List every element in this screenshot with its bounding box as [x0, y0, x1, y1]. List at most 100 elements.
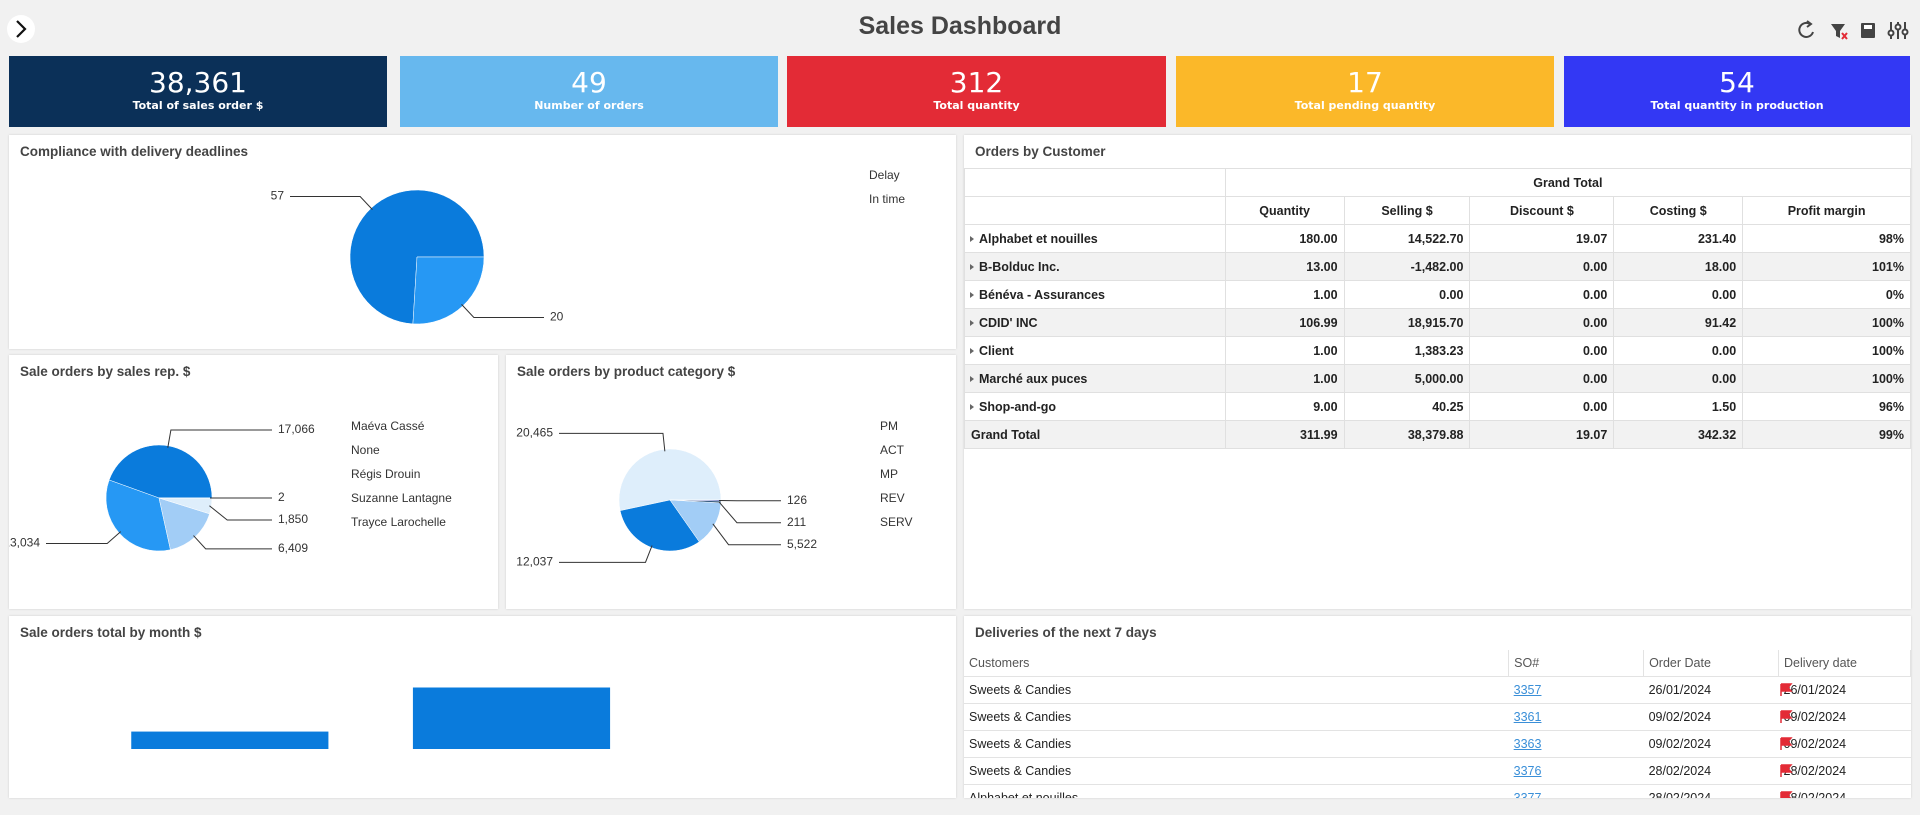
row-header[interactable]: Marché aux puces — [964, 364, 1226, 393]
save-icon[interactable] — [1861, 23, 1875, 38]
so-link[interactable]: 3363 — [1513, 737, 1542, 751]
cell: Sweets & Candies — [964, 757, 1509, 785]
data-label: 126 — [787, 493, 807, 507]
cell-text: 26/01/2024 — [1648, 683, 1712, 697]
cell: 0.00 — [1469, 364, 1615, 393]
cell: 0.00 — [1613, 336, 1744, 365]
so-link[interactable]: 3377 — [1513, 791, 1542, 798]
settings-icon[interactable] — [1887, 22, 1909, 39]
flag-shape — [1779, 683, 1793, 696]
table-row[interactable]: Client 1.00 1,383.23 0.00 0.00 100% — [964, 336, 1911, 365]
cell: Sweets & Candies — [964, 703, 1509, 731]
kpi-value: 38,361 — [149, 66, 247, 99]
legend-label: MP — [880, 467, 898, 481]
flag-shape — [1779, 710, 1793, 723]
cell: 3357 — [1508, 676, 1644, 704]
cell: 18,915.70 — [1343, 308, 1471, 337]
data-label: 2 — [278, 490, 285, 504]
panel-title: Sale orders total by month $ — [20, 625, 202, 640]
panel: Sale orders by sales rep. $ 17,066 13,034… — [9, 355, 498, 609]
cell: 98% — [1742, 224, 1911, 253]
cell-text: Sweets & Candies — [969, 710, 1072, 724]
cell: Sweets & Candies — [964, 730, 1509, 758]
panel-title: Sale orders by sales rep. $ — [20, 364, 191, 379]
table-row[interactable]: Marché aux puces 1.00 5,000.00 0.00 0.00 100% — [964, 364, 1911, 393]
row-header[interactable]: Shop-and-go — [964, 392, 1226, 421]
cell: 19.07 — [1469, 420, 1615, 449]
column-header[interactable]: SO# — [1508, 650, 1645, 677]
cell: 100% — [1742, 308, 1911, 337]
table-row[interactable]: CDID' INC 106.99 18,915.70 0.00 91.42 100% — [964, 308, 1911, 337]
cell: 28/02/2024 — [1643, 784, 1779, 798]
panel: Orders by Customer Grand Total Quantity Se… — [964, 135, 1911, 609]
row-header: Grand Total — [964, 420, 1226, 449]
panel-title: Orders by Customer — [975, 144, 1106, 159]
row-header[interactable]: B-Bolduc Inc. — [964, 252, 1226, 281]
chart: 17,066 13,034 6,409 1,850 2 Maéva Cassé None Ré… — [9, 419, 452, 555]
data-label: 20,465 — [516, 426, 553, 440]
refresh-icon[interactable] — [1798, 20, 1814, 38]
cell: 09/02/2024 — [1778, 730, 1911, 758]
header-cell — [964, 168, 1226, 197]
data-label: 17,066 — [278, 422, 315, 436]
so-link[interactable]: 3361 — [1513, 710, 1542, 724]
kpi-label: Total of sales order $ — [132, 99, 264, 112]
column-header: Profit margin — [1742, 196, 1911, 225]
leader-line — [46, 531, 122, 545]
dashboard-title: Sales Dashboard — [858, 12, 1062, 40]
column-header: Discount $ — [1469, 196, 1615, 225]
panel: Compliance with delivery deadlines 57 20 D… — [9, 135, 956, 349]
data-label: 20 — [550, 310, 564, 324]
flag-shape — [1779, 791, 1793, 798]
cell-text: 09/02/2024 — [1783, 737, 1847, 751]
sidebar-toggle[interactable] — [6, 14, 36, 44]
row-header[interactable]: Bénéva - Assurances — [964, 280, 1226, 309]
legend-label: SERV — [880, 515, 912, 529]
row-header[interactable]: Alphabet et nouilles — [964, 224, 1226, 253]
table-row: Sweets & Candies 3361 09/02/2024 09/02/2024 — [964, 703, 1911, 731]
cell: 09/02/2024 — [1778, 703, 1911, 731]
cell: Alphabet et nouilles — [964, 784, 1509, 798]
flag-icon — [1779, 710, 1793, 723]
column-header[interactable]: Delivery date — [1778, 650, 1911, 677]
pie-slice — [412, 256, 485, 325]
kpi-label: Number of orders — [534, 99, 644, 112]
cell-text: 28/02/2024 — [1648, 764, 1712, 778]
cell: 0.00 — [1469, 280, 1615, 309]
table-row[interactable]: Shop-and-go 9.00 40.25 0.00 1.50 96% — [964, 392, 1911, 421]
leader-line — [193, 535, 272, 550]
legend-label: REV — [880, 491, 905, 505]
flag-icon — [1779, 683, 1793, 696]
column-header[interactable]: Order Date — [1643, 650, 1780, 677]
column-header[interactable]: Customers — [964, 650, 1510, 677]
data-label: 1,850 — [278, 512, 308, 526]
kpi-value: 312 — [949, 66, 1004, 99]
data-label: 57 — [271, 189, 285, 203]
so-link[interactable]: 3376 — [1513, 764, 1542, 778]
bar — [412, 687, 611, 749]
leader-line — [559, 545, 653, 563]
cell-text: 26/01/2024 — [1783, 683, 1847, 697]
leader-line — [167, 429, 272, 448]
flag-icon — [1779, 737, 1793, 750]
cell-text: 09/02/2024 — [1648, 710, 1712, 724]
row-header[interactable]: Client — [964, 336, 1226, 365]
leader-line — [712, 523, 781, 546]
cell: 3363 — [1508, 730, 1644, 758]
table-row[interactable]: Alphabet et nouilles 180.00 14,522.70 19.07… — [964, 224, 1911, 253]
cell: 38,379.88 — [1343, 420, 1471, 449]
cell: 14,522.70 — [1343, 224, 1471, 253]
row-header[interactable]: CDID' INC — [964, 308, 1226, 337]
so-link[interactable]: 3357 — [1513, 683, 1542, 697]
data-label: 211 — [787, 515, 806, 529]
cell: 5,000.00 — [1343, 364, 1471, 393]
cell: 9.00 — [1224, 392, 1345, 421]
cell-text: Alphabet et nouilles — [969, 791, 1079, 798]
leader-line — [559, 432, 666, 452]
clear-filter-icon[interactable] — [1831, 24, 1848, 40]
table-row[interactable]: Bénéva - Assurances 1.00 0.00 0.00 0.00 0% — [964, 280, 1911, 309]
cell: 311.99 — [1224, 420, 1345, 449]
legend-label: PM — [880, 419, 898, 433]
cell-text: 28/02/2024 — [1783, 764, 1847, 778]
table-row[interactable]: B-Bolduc Inc. 13.00 -1,482.00 0.00 18.00 101% — [964, 252, 1911, 281]
